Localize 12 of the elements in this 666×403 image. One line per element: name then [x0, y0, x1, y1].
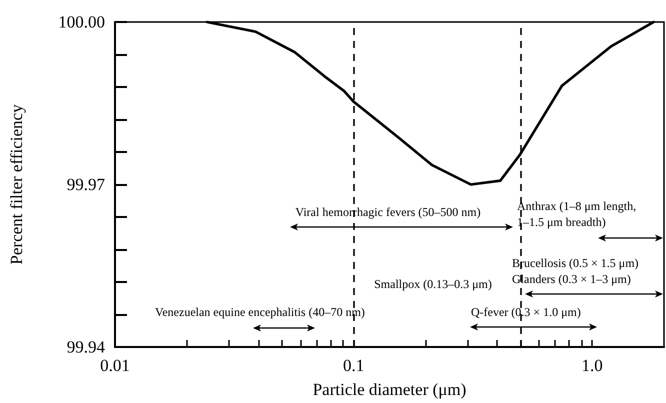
annotation: Smallpox (0.13–0.3 μm)	[374, 277, 492, 291]
x-tick-label: 1.0	[582, 356, 603, 375]
y-tick-label: 99.94	[66, 338, 106, 356]
annotation: Q-fever (0.3 × 1.0 μm)	[471, 305, 581, 319]
annotation: Anthrax (1–8 μm length, 1–1.5 μm breadth)	[517, 199, 636, 229]
annotation: Venezuelan equine encephalitis (40–70 nm)	[155, 305, 365, 319]
y-tick-label: 100.00	[58, 12, 105, 32]
x-tick-label: 0.01	[100, 356, 130, 375]
x-tick-label: 0.1	[342, 356, 364, 375]
y-tick-label: 99.97	[66, 175, 106, 194]
y-axis-title: Percent filter efficiency	[7, 104, 26, 265]
x-axis-title: Particle diameter (μm)	[312, 380, 466, 399]
